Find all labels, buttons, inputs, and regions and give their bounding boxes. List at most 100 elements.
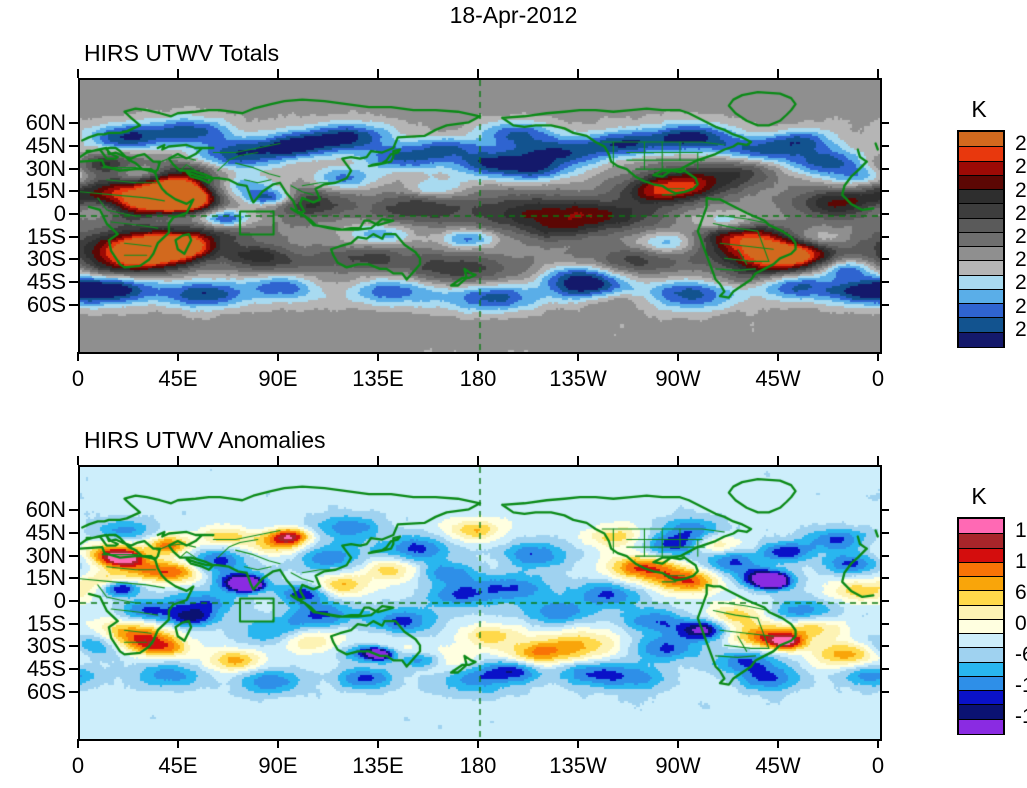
colorbar-band bbox=[959, 647, 1003, 664]
y-tick bbox=[69, 303, 78, 306]
y-tick bbox=[880, 622, 889, 625]
y-tick bbox=[880, 577, 889, 580]
x-tick bbox=[477, 739, 479, 748]
y-tick bbox=[69, 122, 78, 125]
map-canvas-totals bbox=[80, 80, 880, 352]
x-tick bbox=[577, 69, 579, 78]
colorbar-tick-label: 6 bbox=[1015, 581, 1027, 605]
colorbar-tick-label: 262 bbox=[1015, 132, 1027, 156]
colorbar-band bbox=[959, 303, 1003, 319]
y-tick bbox=[69, 281, 78, 283]
y-axis-label: 60S bbox=[26, 678, 66, 704]
colorbar-tick-label: 238 bbox=[1015, 271, 1027, 295]
y-tick bbox=[880, 600, 889, 602]
x-tick bbox=[77, 456, 79, 465]
y-tick bbox=[69, 509, 78, 512]
x-axis-label: 180 bbox=[459, 753, 497, 778]
x-tick bbox=[177, 352, 179, 361]
colorbar-band bbox=[959, 590, 1003, 606]
x-tick bbox=[477, 352, 479, 361]
colorbar-tick-label: -12 bbox=[1015, 673, 1027, 697]
y-tick bbox=[880, 145, 889, 147]
colorbar-tick-label: 12 bbox=[1015, 550, 1027, 574]
x-tick bbox=[677, 456, 679, 465]
panel-title-totals: HIRS UTWV Totals bbox=[84, 40, 280, 66]
colorbar-band bbox=[959, 160, 1003, 177]
x-tick bbox=[77, 352, 79, 361]
x-axis-label: 90E bbox=[258, 366, 298, 391]
y-tick bbox=[69, 622, 78, 625]
y-tick bbox=[69, 235, 78, 238]
colorbar-tick-label: 254 bbox=[1015, 178, 1027, 202]
colorbar-totals bbox=[957, 130, 1005, 348]
y-axis-label: 30S bbox=[26, 246, 66, 272]
y-tick bbox=[880, 532, 889, 534]
y-tick bbox=[880, 303, 889, 306]
y-tick bbox=[880, 668, 889, 670]
x-tick bbox=[377, 69, 379, 78]
x-axis-label: 0 bbox=[871, 753, 885, 778]
x-tick bbox=[577, 456, 579, 465]
x-axis-label: 90W bbox=[655, 753, 701, 778]
y-tick bbox=[880, 235, 889, 238]
y-tick bbox=[69, 258, 78, 261]
x-tick bbox=[777, 352, 779, 361]
x-axis-label: 0 bbox=[871, 366, 885, 391]
map-plot-totals bbox=[78, 78, 882, 354]
y-axis-label: 0 bbox=[53, 201, 66, 226]
colorbar-band bbox=[959, 288, 1003, 305]
map-canvas-anomalies bbox=[80, 467, 880, 739]
y-tick bbox=[880, 281, 889, 283]
colorbar-band bbox=[959, 604, 1003, 621]
colorbar-band bbox=[959, 217, 1003, 234]
colorbar-band bbox=[959, 661, 1003, 678]
colorbar-band bbox=[959, 576, 1003, 592]
colorbar-tick-label: 242 bbox=[1015, 248, 1027, 272]
colorbar-unit-totals: K bbox=[971, 96, 987, 122]
colorbar-tick-label: 234 bbox=[1015, 294, 1027, 318]
colorbar-unit-anomalies: K bbox=[971, 483, 987, 509]
colorbar-tick-label: 230 bbox=[1015, 317, 1027, 341]
y-tick bbox=[69, 668, 78, 670]
colorbar-band bbox=[959, 561, 1003, 578]
colorbar-band bbox=[959, 203, 1003, 219]
x-axis-label: 135W bbox=[549, 753, 607, 778]
x-tick bbox=[877, 69, 879, 78]
x-tick bbox=[677, 69, 679, 78]
colorbar-band bbox=[959, 618, 1003, 635]
colorbar-tick-label: 18 bbox=[1015, 519, 1027, 543]
figure-title: 18-Apr-2012 bbox=[449, 2, 578, 28]
x-tick bbox=[277, 352, 279, 361]
y-tick bbox=[880, 258, 889, 261]
y-tick bbox=[69, 554, 78, 557]
x-axis-label: 45W bbox=[755, 366, 801, 391]
x-tick bbox=[177, 739, 179, 748]
y-axis-label: 15N bbox=[25, 565, 66, 591]
y-tick bbox=[880, 213, 889, 215]
y-axis-label: 15S bbox=[26, 610, 66, 636]
colorbar-band bbox=[959, 519, 1003, 534]
y-axis-label: 30S bbox=[26, 633, 66, 659]
y-axis-label: 30N bbox=[25, 542, 66, 568]
x-tick bbox=[577, 739, 579, 748]
y-tick bbox=[69, 600, 78, 602]
x-axis-label: 135E bbox=[352, 366, 404, 391]
colorbar-band bbox=[959, 547, 1003, 564]
colorbar-band bbox=[959, 132, 1003, 147]
y-tick bbox=[69, 645, 78, 648]
colorbar-band bbox=[959, 146, 1003, 162]
colorbar-tick-label: -18 bbox=[1015, 704, 1027, 728]
y-axis-label: 60N bbox=[25, 497, 66, 523]
x-tick bbox=[577, 352, 579, 361]
y-tick bbox=[880, 122, 889, 125]
y-axis-label: 45N bbox=[25, 133, 66, 158]
x-axis-label: 45E bbox=[158, 753, 198, 778]
x-tick bbox=[877, 739, 879, 748]
colorbar-band bbox=[959, 260, 1003, 277]
x-axis-label: 135E bbox=[352, 753, 404, 778]
x-tick bbox=[877, 352, 879, 361]
x-axis-label: 0 bbox=[71, 366, 85, 391]
y-tick bbox=[69, 690, 78, 693]
x-axis-label: 90E bbox=[258, 753, 298, 778]
